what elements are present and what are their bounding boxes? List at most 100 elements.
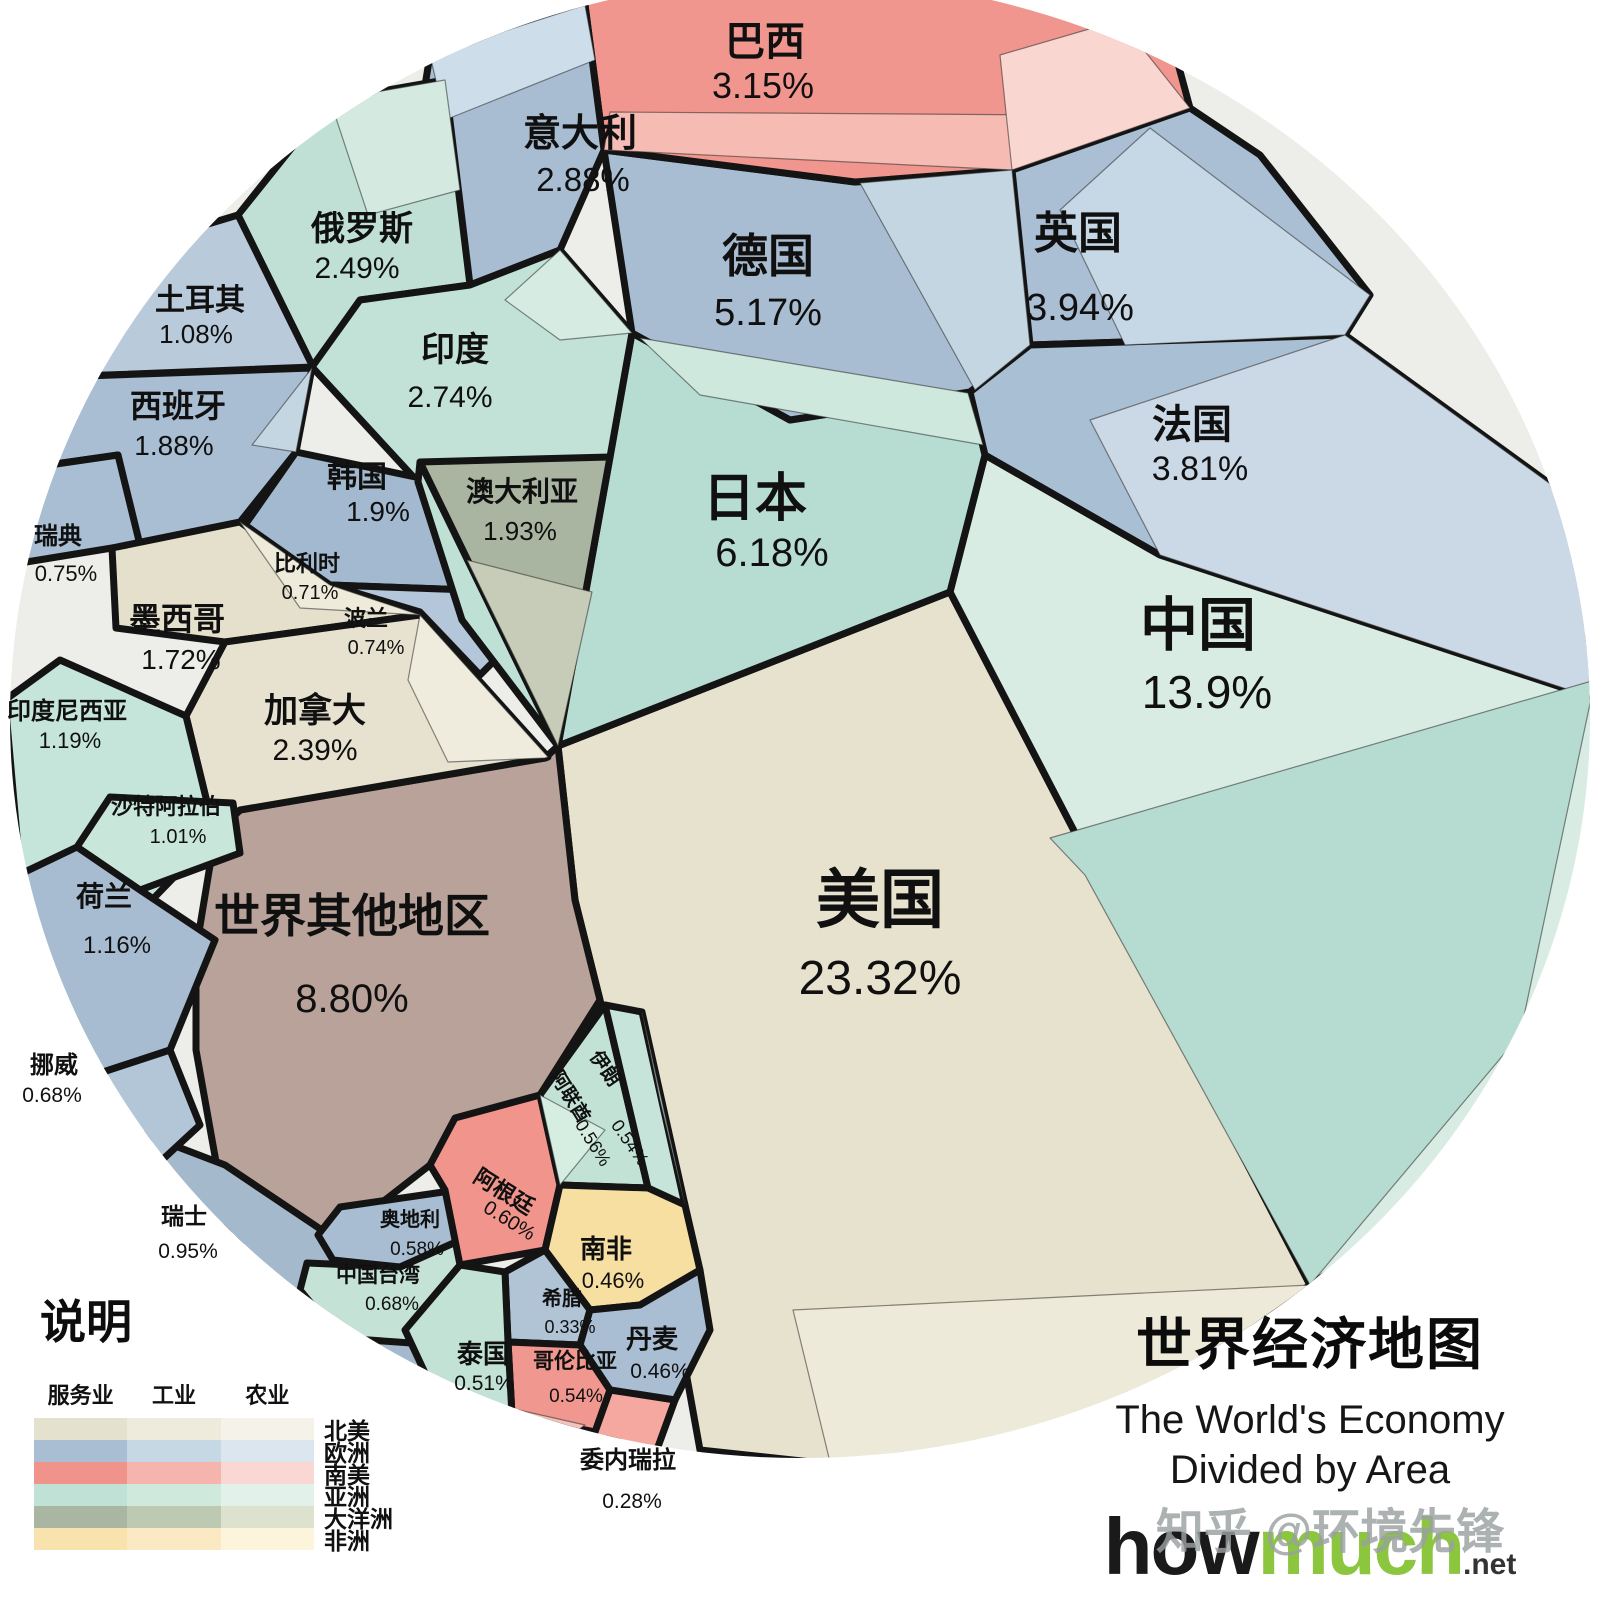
label-pct-turkey: 1.08% [159, 319, 233, 349]
label-name-southafrica: 南非 [580, 1234, 632, 1264]
subcell-mexico-right [239, 521, 421, 616]
label-name-netherlands: 荷兰 [76, 881, 132, 912]
label-pct-norway: 0.68% [22, 1084, 82, 1107]
map-labels-group: 美国 23.32% 中国 13.9% 世界其他地区 8.80% 日本6.18% 德国 5.17%… [7, 20, 1272, 1513]
label-name-korea: 韩国 [327, 461, 387, 494]
label-name-greece: 希腊 [542, 1286, 582, 1310]
label-name-taiwan: 中国台湾 [336, 1263, 420, 1287]
logo-net: .net [1462, 1548, 1517, 1581]
legend-column-0: 服务业 [47, 1383, 114, 1408]
label-name-italy: 意大利 [523, 113, 637, 155]
legend-swatch-4-0 [34, 1506, 128, 1528]
subcell-india-top [504, 249, 633, 341]
label-pct-taiwan: 0.68% [365, 1294, 419, 1315]
subcell-uk-right [1059, 127, 1371, 346]
legend-swatch-0-0 [34, 1418, 128, 1440]
label-pct-canada: 2.39% [272, 734, 357, 767]
label-name-turkey: 土耳其 [155, 284, 245, 317]
legend-swatch-3-1 [127, 1484, 221, 1506]
label-pct-greece: 0.33% [544, 1317, 595, 1337]
label-name-belgium: 比利时 [274, 551, 340, 576]
legend-row-label: 非洲 [324, 1528, 370, 1554]
subcell-uae-low [539, 1094, 606, 1186]
cell-saudi [73, 793, 244, 894]
legend-swatch-4-1 [127, 1506, 221, 1528]
label-pct-indonesia: 1.19% [39, 728, 101, 753]
label-name-denmark: 丹麦 [626, 1324, 679, 1354]
label-pct-korea: 1.9% [346, 496, 410, 527]
label-pct-mexico: 1.72% [141, 644, 220, 675]
label-name-russia: 俄罗斯 [310, 210, 413, 248]
label-pct-uk: 3.94% [1026, 287, 1134, 329]
subcell-russia-top [329, 79, 461, 216]
label-name-venezuela: 委内瑞拉 [579, 1446, 676, 1474]
label-name-china: 中国 [1140, 593, 1256, 658]
legend-swatch-2-1 [127, 1462, 221, 1484]
legend: 说明 服务业 工业 农业 北美 欧洲 南美 亚洲 大洋洲 非洲 [34, 1286, 454, 1554]
subcell-iran-low [641, 1011, 686, 1206]
legend-title: 说明 [40, 1296, 132, 1348]
label-pct-italy: 2.88% [536, 161, 630, 198]
label-pct-denmark: 0.46% [630, 1360, 690, 1383]
label-pct-saudi: 1.01% [150, 826, 207, 848]
subcell-canada-right [407, 614, 549, 763]
legend-swatch-3-2 [220, 1484, 314, 1506]
label-name-india: 印度 [421, 331, 489, 369]
label-pct-brazil: 3.15% [712, 65, 814, 106]
legend-swatch-1-1 [127, 1440, 221, 1462]
label-name-mexico: 墨西哥 [129, 601, 225, 637]
legend-row-欧洲: 欧洲 [34, 1440, 454, 1466]
page-title-en: The World's Economy Divided by Area [1030, 1395, 1590, 1495]
legend-row-label: 大洋洲 [324, 1506, 393, 1532]
label-pct-russia: 2.49% [314, 252, 399, 285]
label-name-sweden: 瑞典 [34, 522, 82, 550]
subcell-australia-low [466, 559, 593, 747]
subcell-spain-right [251, 367, 313, 453]
legend-row-label: 北美 [324, 1418, 370, 1444]
legend-swatch-2-0 [34, 1462, 128, 1484]
legend-column-2: 农业 [245, 1383, 290, 1408]
howmuch-logo: howmuch.net [1030, 1501, 1590, 1593]
label-pct-colombia: 0.54% [549, 1386, 603, 1407]
legend-row-北美: 北美 [34, 1418, 454, 1444]
label-name-brazil: 巴西 [725, 20, 805, 64]
label-pct-switzerland: 0.95% [158, 1240, 218, 1263]
legend-swatch-5-2 [220, 1528, 314, 1550]
legend-column-headers: 服务业 工业 农业 [34, 1378, 314, 1410]
label-pct-australia: 1.93% [483, 516, 557, 546]
label-pct-southafrica: 0.46% [582, 1268, 644, 1293]
page-title-zh: 世界经济地图 [1136, 1313, 1484, 1376]
label-name-spain: 西班牙 [130, 388, 226, 424]
legend-row-非洲: 非洲 [34, 1528, 454, 1554]
label-name-germany: 德国 [722, 230, 814, 282]
label-pct-spain: 1.88% [134, 430, 213, 461]
logo-how: how [1103, 1502, 1260, 1591]
title-block: 世界经济地图 The World's Economy Divided by Ar… [1030, 1300, 1590, 1593]
label-name-row: 世界其他地区 [214, 890, 490, 942]
label-name-austria: 奥地利 [380, 1207, 440, 1231]
legend-swatch-0-2 [220, 1418, 314, 1440]
legend-column-1: 工业 [151, 1383, 196, 1408]
label-name-switzerland: 瑞士 [161, 1203, 207, 1229]
label-name-indonesia: 印度尼西亚 [7, 697, 127, 725]
legend-swatch-4-2 [220, 1506, 314, 1528]
label-pct-austria: 0.58% [390, 1239, 444, 1260]
legend-row-label: 欧洲 [324, 1440, 370, 1466]
legend-row-亚洲: 亚洲 [34, 1484, 454, 1510]
subcell-germany-right [859, 169, 1031, 391]
label-name-uk: 英国 [1034, 209, 1122, 258]
label-pct-sweden: 0.75% [35, 561, 97, 586]
label-name-colombia: 哥伦比亚 [533, 1349, 617, 1373]
label-name-saudi: 沙特阿拉伯 [111, 794, 221, 819]
label-pct-venezuela: 0.28% [602, 1490, 662, 1513]
legend-swatch-5-0 [34, 1528, 128, 1550]
legend-row-label: 亚洲 [324, 1484, 370, 1510]
label-name-poland: 波兰 [344, 606, 388, 631]
label-name-thailand: 泰国 [457, 1339, 509, 1369]
label-pct-netherlands: 1.16% [83, 932, 151, 959]
legend-swatch-5-1 [127, 1528, 221, 1550]
label-pct-india: 2.74% [407, 381, 492, 414]
label-pct-japan: 6.18% [715, 531, 828, 575]
subcell-japan-top [639, 337, 984, 446]
